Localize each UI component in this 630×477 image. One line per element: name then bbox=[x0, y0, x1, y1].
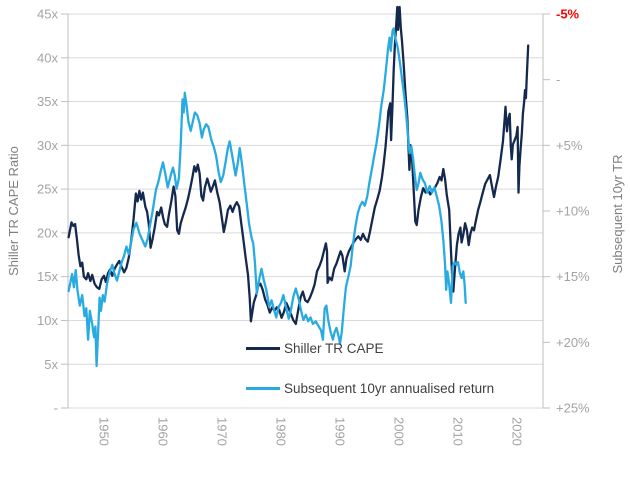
right-axis-tick-label: +15% bbox=[556, 269, 590, 284]
x-axis-tick-label: 2020 bbox=[509, 417, 524, 446]
left-axis-tick-label: 25x bbox=[37, 182, 58, 197]
right-axis-tick-label: +25% bbox=[556, 401, 590, 416]
legend-item-shiller-cape: Shiller TR CAPE bbox=[246, 339, 494, 357]
left-axis-tick-label: 15x bbox=[37, 269, 58, 284]
x-axis-tick-label: 1950 bbox=[96, 417, 111, 446]
series-line-shiller-cape bbox=[67, 5, 530, 326]
left-axis-tick-label: 20x bbox=[37, 225, 58, 240]
left-axis-tick-label: 5x bbox=[44, 357, 58, 372]
axes-and-ticks bbox=[61, 13, 550, 409]
right-axis-tick-label: +10% bbox=[556, 204, 590, 219]
left-axis-tick-label: 10x bbox=[37, 313, 58, 328]
series-line-subsequent-return bbox=[67, 27, 467, 368]
right-axis-tick-label: - bbox=[556, 72, 560, 87]
legend: Shiller TR CAPE Subsequent 10yr annualis… bbox=[246, 339, 494, 419]
legend-label-subsequent-return: Subsequent 10yr annualised return bbox=[284, 380, 495, 396]
x-axis-tick-label: 2000 bbox=[391, 417, 406, 446]
left-axis-tick-label: 45x bbox=[37, 7, 58, 22]
x-axis-tick-label: 2010 bbox=[450, 417, 465, 446]
return-line-swatch bbox=[246, 386, 280, 390]
right-axis-tick-label: -5% bbox=[556, 7, 580, 22]
x-axis-tick-label: 1970 bbox=[214, 417, 229, 446]
x-axis-tick-label: 1990 bbox=[332, 417, 347, 446]
axis-tick-labels: 45x 40x 35x 30x 25x 20x 15x 10x 5x - -5% - +5% +10% +1… bbox=[37, 7, 590, 446]
left-axis-tick-label: 30x bbox=[37, 138, 58, 153]
cape-line-swatch bbox=[246, 346, 280, 350]
right-axis-tick-label: +20% bbox=[556, 335, 590, 350]
x-axis-tick-label: 1980 bbox=[273, 417, 288, 446]
x-axis-tick-label: 1960 bbox=[155, 417, 170, 446]
right-axis-tick-label: +5% bbox=[556, 138, 583, 153]
gridlines bbox=[68, 13, 543, 409]
left-axis-tick-label: 40x bbox=[37, 50, 58, 65]
left-axis-tick-label: 35x bbox=[37, 94, 58, 109]
legend-label-shiller-cape: Shiller TR CAPE bbox=[284, 340, 384, 356]
legend-item-subsequent-return: Subsequent 10yr annualised return bbox=[246, 379, 494, 397]
data-series bbox=[67, 5, 530, 368]
left-axis-tick-label: - bbox=[54, 401, 58, 416]
